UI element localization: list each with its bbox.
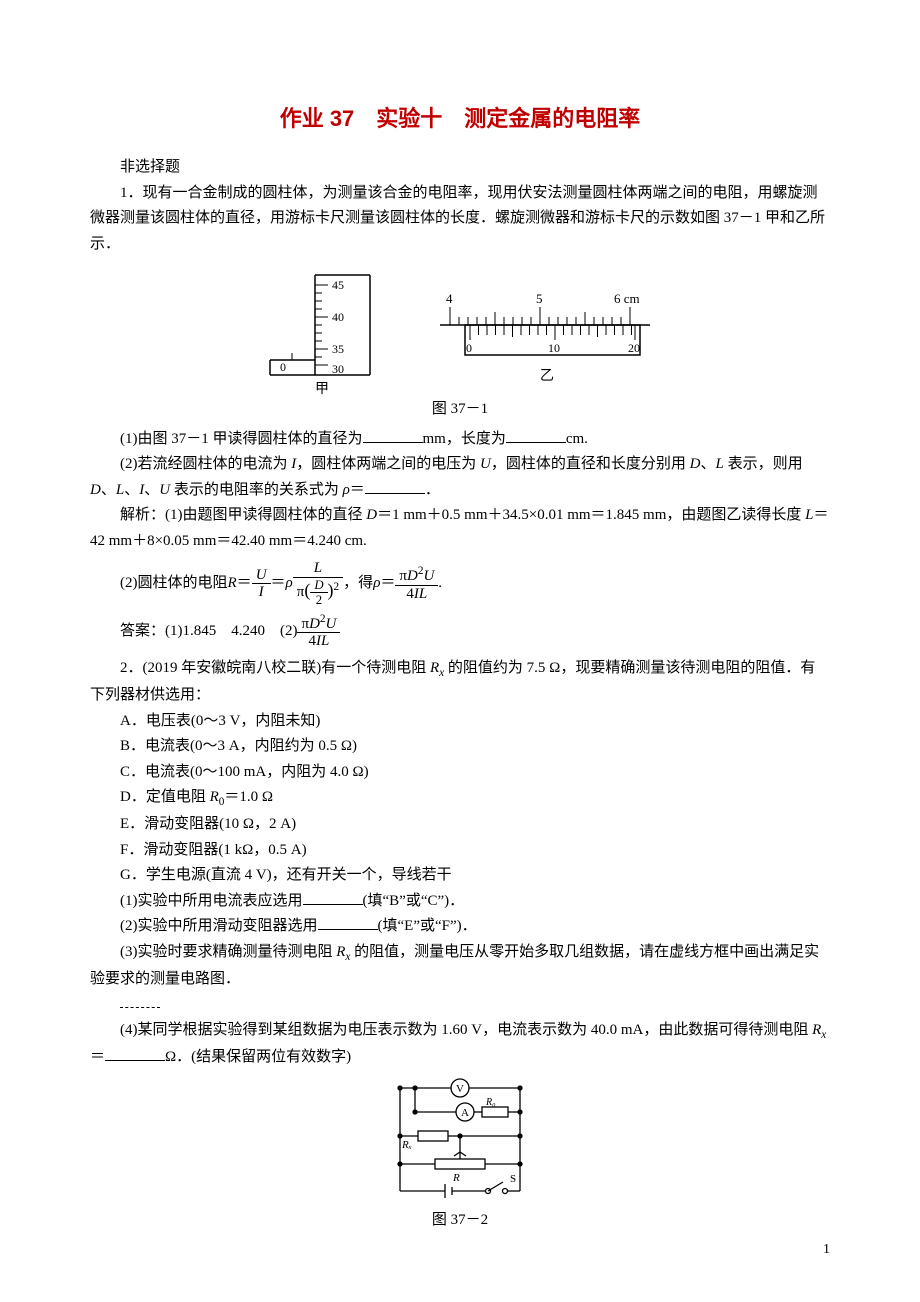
svg-text:10: 10	[548, 341, 560, 355]
svg-text:35: 35	[332, 342, 344, 356]
svg-text:S: S	[510, 1173, 516, 1185]
q2-part1: (1)实验中所用电流表应选用(填“B”或“C”)．	[90, 889, 830, 915]
svg-text:20: 20	[628, 341, 640, 355]
svg-text:30: 30	[332, 362, 344, 376]
q1-stem: 1．现有一合金制成的圆柱体，为测量该合金的电阻率，现用伏安法测量圆柱体两端之间的…	[90, 181, 830, 258]
q2-opt-b: B．电流表(0～3 A，内阻约为 0.5 Ω)	[120, 734, 830, 760]
q1-answer: 答案：(1)1.845 4.240 (2) πD2U4IL	[120, 613, 830, 650]
svg-text:6 cm: 6 cm	[614, 291, 640, 306]
q1-part1: (1)由图 37－1 甲读得圆柱体的直径为mm，长度为cm.	[90, 427, 830, 453]
figure-37-1: 0 45 40 35 30 甲	[90, 265, 830, 395]
q2-opt-g: G．学生电源(直流 4 V)，还有开关一个，导线若干	[120, 863, 830, 889]
svg-text:5: 5	[536, 291, 543, 306]
circuit-diagram: V A R₀ Rₓ R	[90, 1076, 830, 1206]
svg-text:Rₓ: Rₓ	[401, 1139, 412, 1151]
svg-text:4: 4	[446, 291, 453, 306]
dashed-box-placeholder	[90, 992, 830, 1018]
q1-solution-2: (2)圆柱体的电阻 R＝ UI ＝ρ L π(D2)2 ，得 ρ＝ πD2U4I…	[120, 560, 830, 607]
fig-37-1-caption: 图 37－1	[90, 397, 830, 423]
q2-opt-f: F．滑动变阻器(1 kΩ，0.5 A)	[120, 838, 830, 864]
q1-part2: (2)若流经圆柱体的电流为 I，圆柱体两端之间的电压为 U，圆柱体的直径和长度分…	[90, 452, 830, 503]
page-title: 作业 37 实验十 测定金属的电阻率	[90, 100, 830, 137]
q2-stem: 2．(2019 年安徽皖南八校二联)有一个待测电阻 Rx 的阻值约为 7.5 Ω…	[90, 656, 830, 709]
q2-opt-d: D．定值电阻 R0＝1.0 Ω	[120, 785, 830, 812]
svg-text:V: V	[456, 1083, 464, 1095]
svg-text:R₀: R₀	[485, 1097, 496, 1108]
q2-opt-e: E．滑动变阻器(10 Ω，2 A)	[120, 812, 830, 838]
page-number: 1	[823, 1238, 830, 1262]
svg-text:A: A	[461, 1107, 469, 1119]
svg-text:乙: 乙	[540, 368, 554, 384]
fig-37-2-caption: 图 37－2	[90, 1208, 830, 1234]
q1-solution-1: 解析：(1)由题图甲读得圆柱体的直径 D＝1 mm＋0.5 mm＋34.5×0.…	[90, 503, 830, 554]
q2-part2: (2)实验中所用滑动变阻器选用(填“E”或“F”)．	[90, 914, 830, 940]
vernier-diagram: 4 5 6 cm 0 10 20 乙	[430, 285, 660, 395]
svg-text:45: 45	[332, 278, 344, 292]
q2-opt-a: A．电压表(0～3 V，内阻未知)	[120, 709, 830, 735]
svg-text:0: 0	[466, 341, 472, 355]
q2-part4: (4)某同学根据实验得到某组数据为电压表示数为 1.60 V，电流表示数为 40…	[90, 1018, 830, 1071]
svg-text:甲: 甲	[315, 382, 329, 395]
section-header: 非选择题	[90, 155, 830, 181]
svg-text:0: 0	[280, 360, 286, 374]
svg-text:40: 40	[332, 310, 344, 324]
svg-text:R: R	[452, 1172, 460, 1184]
micrometer-diagram: 0 45 40 35 30 甲	[260, 265, 390, 395]
q2-part3: (3)实验时要求精确测量待测电阻 Rx 的阻值，测量电压从零开始多取几组数据，请…	[90, 940, 830, 993]
q2-opt-c: C．电流表(0～100 mA，内阻为 4.0 Ω)	[120, 760, 830, 786]
